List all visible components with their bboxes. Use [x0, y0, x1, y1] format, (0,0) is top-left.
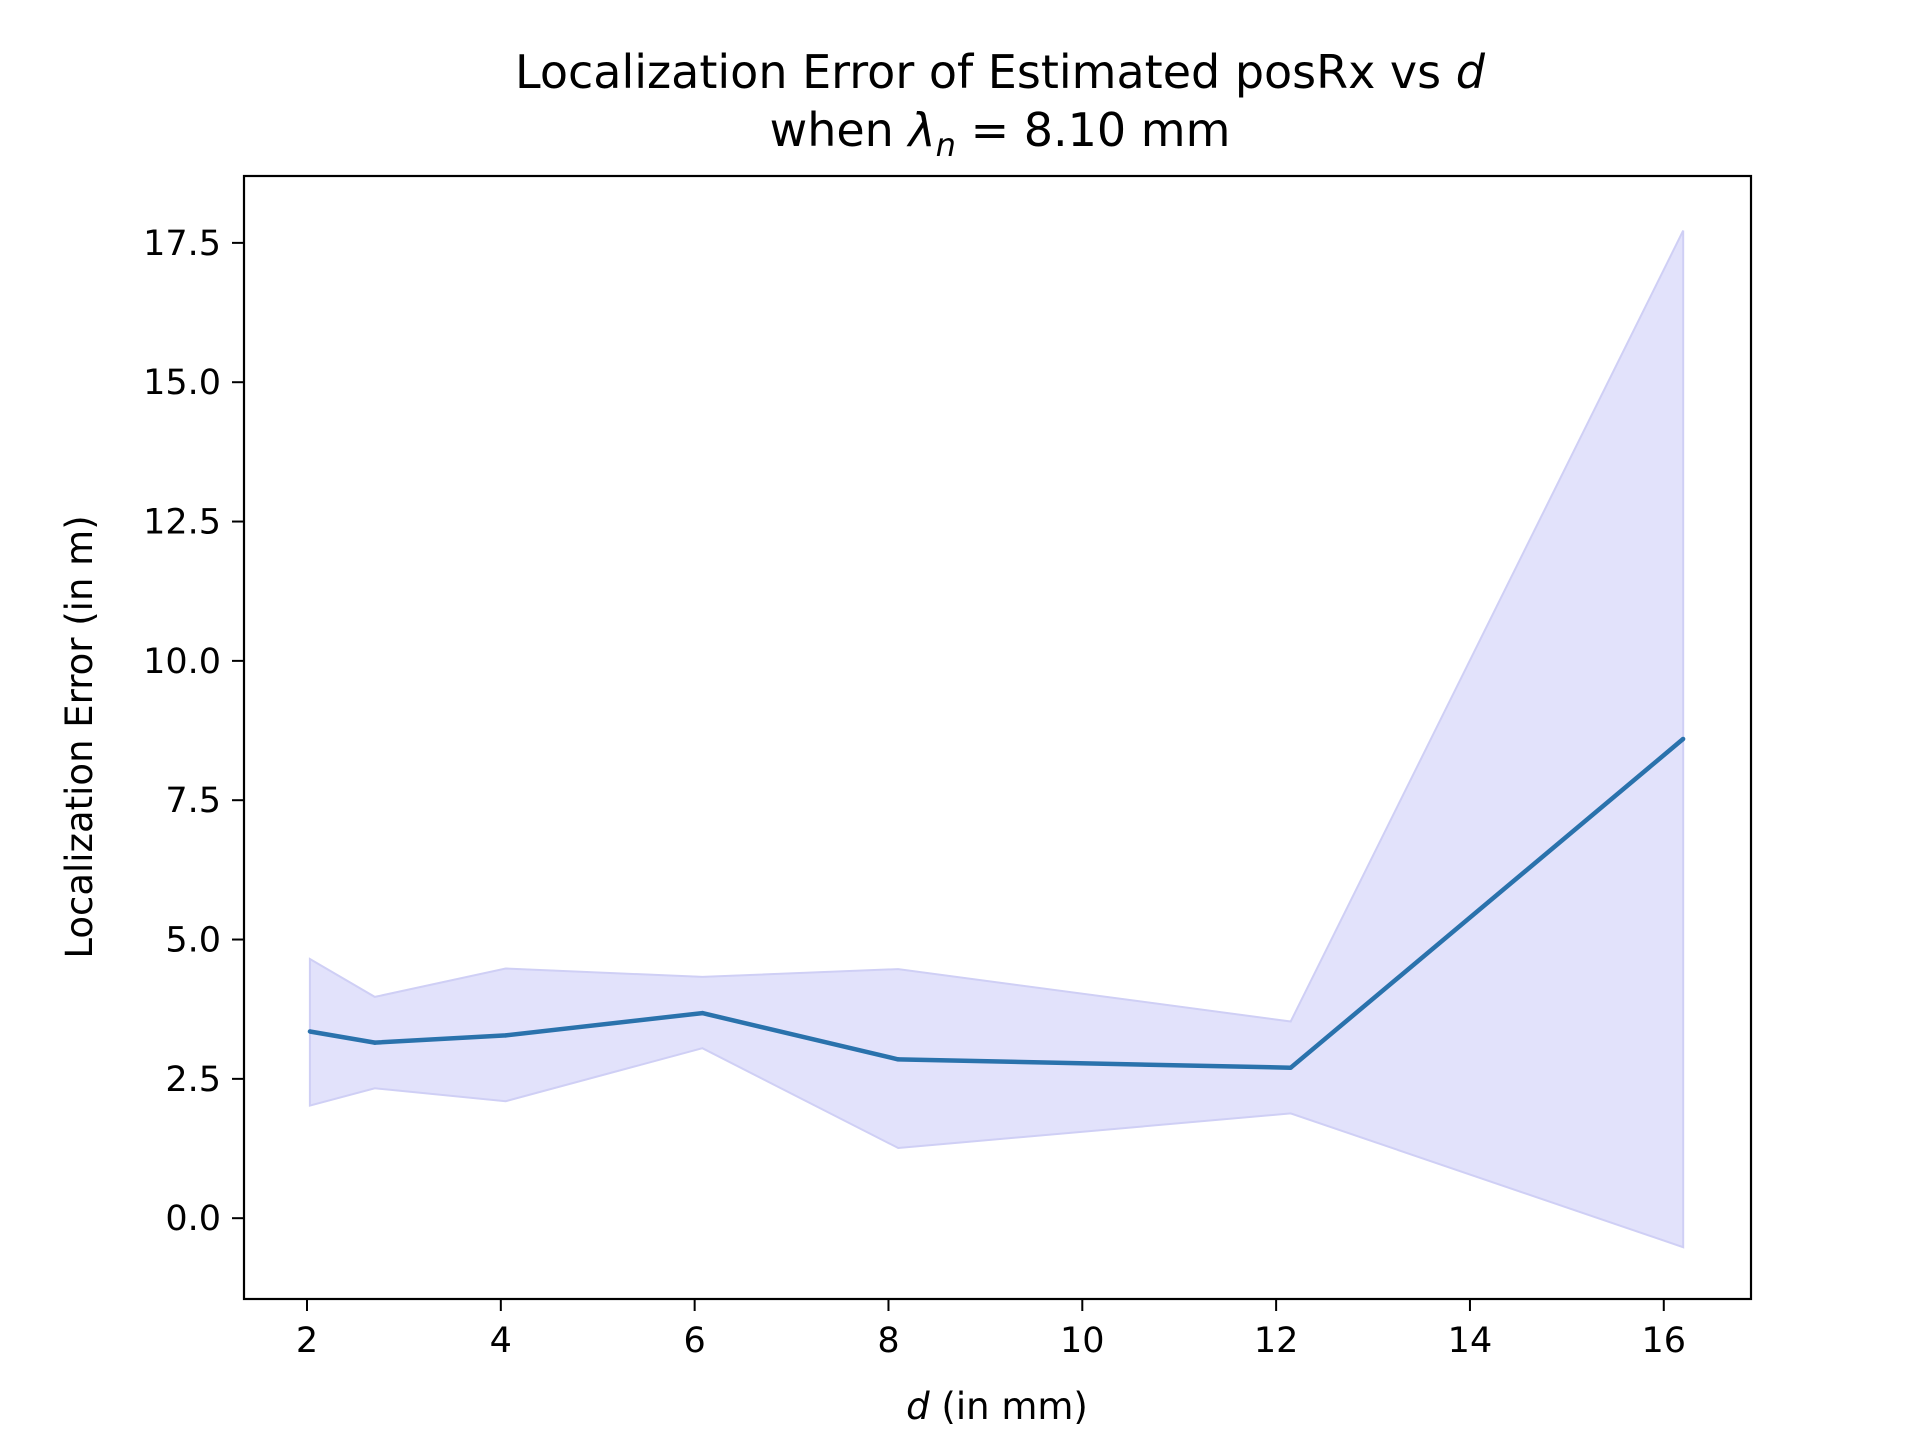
confidence-band	[308, 230, 1685, 1249]
y-axis-label: Localization Error (in m)	[58, 515, 101, 958]
series-line-layer	[307, 736, 1686, 1070]
y-tick-label: 15.0	[143, 363, 221, 403]
title-line2-suffix: = 8.10 mm	[956, 103, 1230, 157]
x-axis-label-text: (in mm)	[930, 1385, 1088, 1428]
chart-title-line2: when λn = 8.10 mm	[770, 103, 1231, 164]
x-tick-label: 4	[490, 1321, 512, 1361]
title-line2-symbol: λ	[905, 103, 935, 157]
x-tick-label: 16	[1642, 1321, 1687, 1361]
plot-frame	[242, 174, 1753, 1301]
y-tick-label: 0.0	[165, 1199, 221, 1239]
y-tick-label: 17.5	[143, 224, 221, 264]
data-point	[1288, 1065, 1293, 1070]
y-tick-label: 5.0	[165, 921, 221, 961]
title-line2-subscript: n	[936, 126, 956, 164]
confidence-band-layer	[308, 230, 1685, 1249]
x-axis-label: d (in mm)	[906, 1385, 1088, 1428]
y-tick-label: 12.5	[143, 503, 221, 543]
x-tick-label: 8	[877, 1321, 899, 1361]
y-tick-label: 7.5	[165, 781, 221, 821]
x-axis-label-var: d	[906, 1385, 930, 1428]
data-point	[503, 1033, 508, 1038]
title-line1-var: d	[1456, 45, 1486, 99]
data-point	[372, 1040, 378, 1045]
chart-title-line1: Localization Error of Estimated posRx vs…	[515, 45, 1486, 99]
data-point	[307, 1029, 313, 1034]
data-point	[700, 1010, 705, 1016]
x-axis-ticks: 2 4 6 8 10 12 14 16	[296, 1299, 1686, 1361]
y-axis-ticks: 0.0 2.5 5.0 7.5 10.0 12.5 15.0 17.5	[143, 224, 244, 1239]
x-tick-label: 6	[684, 1321, 706, 1361]
title-line2-prefix: when	[770, 103, 909, 157]
data-point	[1680, 736, 1686, 742]
y-tick-label: 10.0	[143, 642, 221, 682]
y-tick-label: 2.5	[165, 1060, 221, 1100]
data-point	[895, 1057, 901, 1062]
x-tick-label: 10	[1060, 1321, 1105, 1361]
title-line1-prefix: Localization Error of Estimated posRx vs	[515, 45, 1456, 99]
x-tick-label: 14	[1448, 1321, 1493, 1361]
x-tick-label: 2	[296, 1321, 318, 1361]
x-tick-label: 12	[1254, 1321, 1299, 1361]
